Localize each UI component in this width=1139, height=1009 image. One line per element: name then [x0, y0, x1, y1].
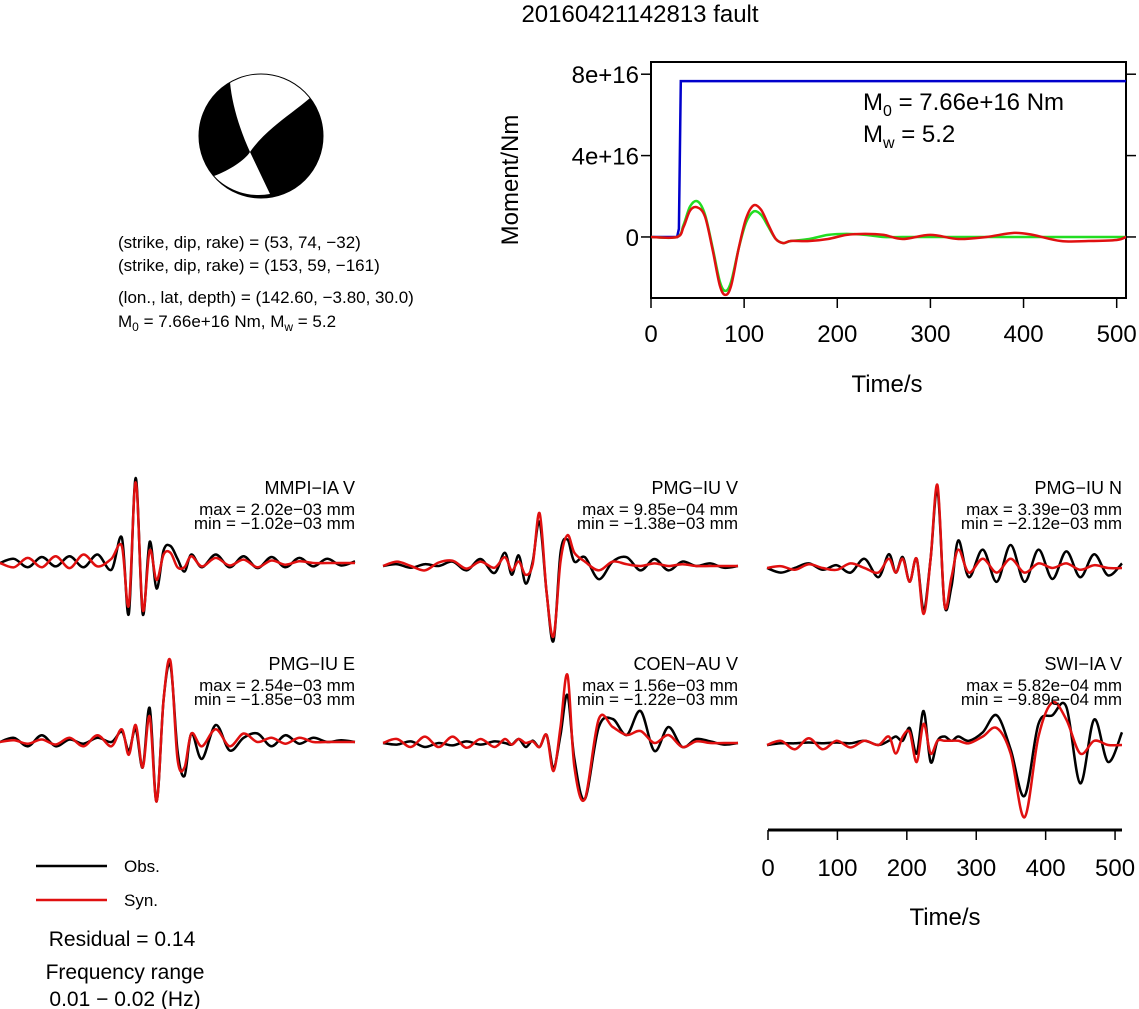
legend-obs-label: Obs. — [124, 857, 160, 876]
station-name: PMG−IU N — [1034, 478, 1122, 498]
mechanism-line-4: M0 = 7.66e+16 Nm, Mw = 5.2 — [118, 312, 336, 334]
legend: Obs. Syn. — [36, 857, 160, 910]
waveform-xtick-label: 400 — [1026, 855, 1066, 882]
moment-xtick-label: 300 — [910, 321, 950, 348]
waveform-obs-line — [0, 476, 356, 616]
moment-ytick-label: 0 — [626, 225, 639, 252]
moment-chart: 0 100 200 300 400 500 0 4e+16 8e+16 Moment/Nm T… — [497, 61, 1137, 398]
station-min: min = −9.89e−04 mm — [961, 690, 1122, 709]
station-name: MMPI−IA V — [264, 478, 355, 498]
station-min: min = −1.38e−03 mm — [577, 514, 738, 533]
waveform-syn-line — [382, 511, 738, 639]
station-min: min = −1.22e−03 mm — [577, 690, 738, 709]
waveform-syn-line — [766, 483, 1123, 616]
frequency-label: Frequency range — [46, 961, 205, 984]
station-min: min = −2.12e−03 mm — [961, 514, 1122, 533]
moment-series-line-2 — [650, 203, 1127, 297]
moment-series-line-1 — [650, 199, 1126, 293]
waveform-xtick-label: 500 — [1095, 855, 1135, 882]
waveform-xtick-label: 300 — [956, 855, 996, 882]
frequency-value: 0.01 − 0.02 (Hz) — [49, 988, 200, 1009]
mechanism-line-1: (strike, dip, rake) = (53, 74, −32) — [118, 233, 361, 252]
mechanism-line-3: (lon., lat, depth) = (142.60, −3.80, 30.… — [118, 288, 414, 307]
moment-annotation-m0: M0 = 7.66e+16 Nm — [863, 89, 1064, 120]
moment-ylabel: Moment/Nm — [497, 115, 524, 246]
station-name: SWI−IA V — [1044, 654, 1122, 674]
moment-xtick-label: 100 — [724, 321, 764, 348]
waveform-obs-line — [766, 701, 1124, 798]
waveform-obs-line — [382, 520, 739, 643]
waveform-xlabel: Time/s — [909, 904, 980, 931]
moment-ytick-label: 8e+16 — [572, 62, 639, 89]
waveform-syn-line — [382, 673, 738, 803]
waveform-syn-line — [0, 481, 355, 613]
station-max: max = 3.39e−03 mm — [966, 500, 1122, 519]
moment-ytick-label: 4e+16 — [572, 144, 639, 171]
moment-annotation-mw: Mw = 5.2 — [863, 121, 955, 152]
station-max: max = 1.56e−03 mm — [582, 676, 738, 695]
station-max: max = 2.54e−03 mm — [199, 676, 355, 695]
station-name: PMG−IU E — [268, 654, 355, 674]
waveform-xtick-label: 200 — [887, 855, 927, 882]
moment-xtick-label: 200 — [817, 321, 857, 348]
legend-syn-label: Syn. — [124, 891, 158, 910]
waveform-time-axis: 0 100 200 300 400 500 Time/s — [761, 828, 1135, 931]
station-min: min = −1.85e−03 mm — [194, 690, 355, 709]
waveform-xtick-label: 0 — [761, 855, 774, 882]
residual-text: Residual = 0.14 — [49, 928, 196, 951]
moment-xtick-label: 0 — [644, 321, 657, 348]
station-name: PMG−IU V — [651, 478, 738, 498]
moment-xtick-label: 500 — [1097, 321, 1137, 348]
waveform-xtick-label: 100 — [817, 855, 857, 882]
mechanism-line-2: (strike, dip, rake) = (153, 59, −161) — [118, 256, 380, 275]
moment-xlabel: Time/s — [851, 371, 922, 398]
moment-xtick-label: 400 — [1004, 321, 1044, 348]
waveform-syn-line — [0, 657, 355, 803]
station-max: max = 2.02e−03 mm — [199, 500, 355, 519]
figure-title: 20160421142813 fault — [521, 1, 758, 28]
station-name: COEN−AU V — [633, 654, 738, 674]
moment-plot-frame — [650, 61, 1127, 299]
beachball — [198, 73, 324, 199]
station-max: max = 5.82e−04 mm — [966, 676, 1122, 695]
station-min: min = −1.02e−03 mm — [194, 514, 355, 533]
waveform-syn-line — [766, 700, 1123, 819]
station-max: max = 9.85e−04 mm — [582, 500, 738, 519]
